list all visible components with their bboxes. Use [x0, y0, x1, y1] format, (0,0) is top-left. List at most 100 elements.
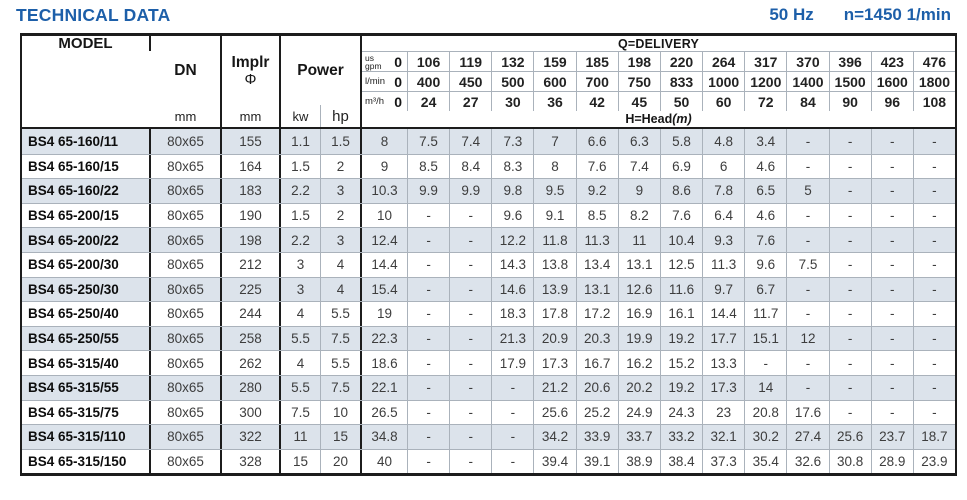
hp-cell: 10	[321, 400, 362, 425]
table-body: BS4 65-160/11 80x65 155 1.1 1.5 8 7.5 7.4 7.3 7 6.…	[22, 129, 955, 474]
model-cell: BS4 65-160/11	[22, 129, 151, 154]
head-value-cell: -	[786, 277, 828, 302]
model-cell: BS4 65-315/75	[22, 400, 151, 425]
head-value-cell: -	[870, 154, 913, 179]
head-value-cell: -	[828, 203, 871, 228]
head-value-cell: 6.7	[744, 277, 786, 302]
head-value-cell: 15.1	[744, 326, 786, 351]
head-value-cell: 9.2	[575, 179, 618, 203]
delivery-header-value: 476	[912, 51, 955, 71]
head-value-cell: 6	[702, 154, 744, 179]
head-value-cell: -	[912, 252, 955, 277]
table-row: BS4 65-315/40 80x65 262 4 5.5 18.6- -17.9 17.3 1…	[22, 350, 955, 375]
impeller-cell: 190	[222, 203, 281, 228]
table-row: BS4 65-250/55 80x65 258 5.5 7.5 22.3- -21.3 20.…	[22, 325, 955, 351]
impeller-cell: 155	[222, 129, 281, 154]
delivery-header-value: 198	[617, 51, 660, 71]
head-value-cell: 16.1	[659, 302, 702, 326]
head-value-cell: -	[449, 425, 491, 449]
kw-cell: 5.5	[281, 375, 321, 400]
head-value-cell: -	[449, 203, 491, 228]
head-value-cell: 7.5	[407, 129, 449, 154]
head-value-cell: 9	[617, 179, 660, 203]
impeller-unit: mm	[239, 108, 262, 124]
head-value-cell: 17.8	[533, 302, 575, 326]
m3h-unit-label: m³/h	[365, 96, 384, 107]
dn-cell: 80x65	[151, 228, 222, 252]
impeller-cell: 258	[222, 326, 281, 351]
hp-cell: 7.5	[321, 326, 362, 351]
model-cell: BS4 65-160/22	[22, 179, 151, 203]
head-value-cell: -	[828, 228, 871, 252]
table-row: BS4 65-250/40 80x65 244 4 5.5 19- -18.3 17.8 17.…	[22, 301, 955, 326]
head-value-cell: 24.3	[659, 400, 702, 425]
head-value-cell: -	[491, 425, 533, 449]
page-title: TECHNICAL DATA	[16, 5, 171, 25]
head-value-cell: -	[786, 375, 828, 400]
hp-cell: 2	[321, 203, 362, 228]
head-value-cell: -	[786, 129, 828, 154]
delivery-header-value: 60	[702, 91, 745, 111]
model-cell: BS4 65-315/55	[22, 375, 151, 400]
head-value-cell: 6.3	[617, 129, 660, 154]
head-value-cell: 12.5	[659, 252, 702, 277]
head-value-cell: -	[828, 326, 871, 351]
head-value-cell: -	[449, 400, 491, 425]
table-header: MODEL DN mm Implr Φ mm Power kw hp Q=DEL…	[22, 35, 955, 129]
model-cell: BS4 65-160/15	[22, 154, 151, 179]
head-value-cell: 20.9	[533, 326, 575, 351]
head-value-cell: -	[786, 302, 828, 326]
head-value-cell: 35.4	[744, 449, 786, 474]
head-value-cell: 15.2	[659, 351, 702, 375]
kw-cell: 1.5	[281, 154, 321, 179]
delivery-header-value: 84	[786, 91, 829, 111]
head-value-cell: 17.3	[533, 351, 575, 375]
head-value-cell: 17.3	[702, 375, 744, 400]
technical-data-table: MODEL DN mm Implr Φ mm Power kw hp Q=DEL…	[20, 33, 957, 477]
head-value-cell: 9.7	[702, 277, 744, 302]
head-value-cell: 9.6	[744, 252, 786, 277]
head-value-cell: 19.2	[659, 375, 702, 400]
head-value-cell: 5	[786, 179, 828, 203]
head-value-cell: 5.8	[659, 129, 702, 154]
model-cell: BS4 65-315/150	[22, 449, 151, 474]
dn-cell: 80x65	[151, 129, 222, 154]
head-value-cell: 11	[617, 228, 660, 252]
head-value-cell: 6.5	[744, 179, 786, 203]
kw-cell: 2.2	[281, 228, 321, 252]
hp-cell: 4	[321, 252, 362, 277]
impeller-cell: 262	[222, 351, 281, 375]
head-value-cell: 34.8	[371, 429, 398, 445]
head-value-cell: -	[870, 326, 913, 351]
delivery-header-value: 96	[870, 91, 913, 111]
impeller-text: Implr	[231, 53, 270, 71]
head-value-cell: -	[407, 326, 449, 351]
head-value-cell: -	[828, 129, 871, 154]
head-value-cell: 7.6	[659, 203, 702, 228]
head-value-cell: 32.6	[786, 449, 828, 474]
head-value-cell: 22.1	[371, 380, 398, 396]
model-cell: BS4 65-315/110	[22, 425, 151, 449]
head-value-cell: -	[407, 228, 449, 252]
head-value-cell: 14.4	[371, 257, 398, 273]
dn-cell: 80x65	[151, 375, 222, 400]
model-cell: BS4 65-250/40	[22, 302, 151, 326]
head-value-cell: 12	[786, 326, 828, 351]
delivery-header-value: 36	[533, 91, 576, 111]
head-value-cell: 33.7	[617, 425, 660, 449]
head-value-cell: -	[449, 375, 491, 400]
hp-cell: 4	[321, 277, 362, 302]
delivery-header-value: 700	[575, 71, 618, 91]
head-value-cell: 39.4	[533, 449, 575, 474]
kw-cell: 3	[281, 252, 321, 277]
head-value-cell: -	[912, 228, 955, 252]
hp-cell: 15	[321, 425, 362, 449]
kw-cell: 4	[281, 351, 321, 375]
delivery-header-value: 1400	[786, 71, 829, 91]
model-cell: BS4 65-200/30	[22, 252, 151, 277]
lmin-unit-label: l/min	[365, 76, 386, 87]
head-value-cell: 9.5	[533, 179, 575, 203]
head-value-cell: 22.3	[371, 331, 398, 347]
model-cell: BS4 65-200/22	[22, 228, 151, 252]
head-value-cell: 30.8	[828, 449, 871, 474]
